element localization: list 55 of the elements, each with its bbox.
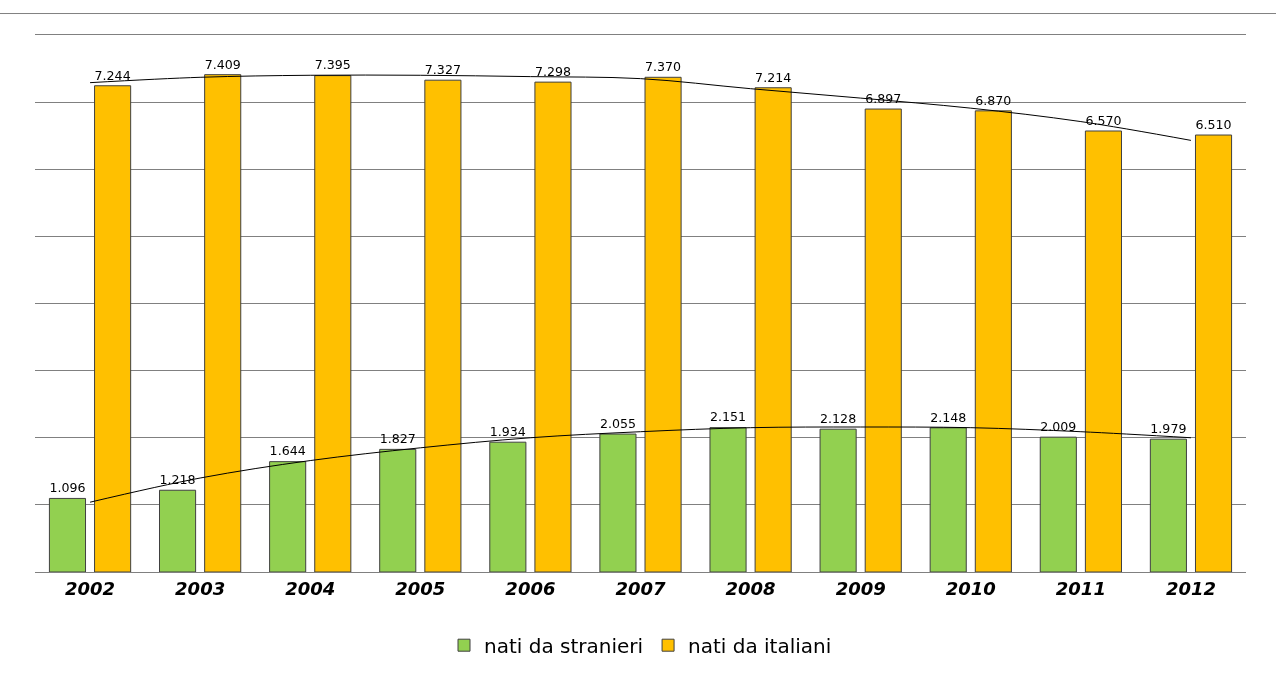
- bar: [94, 85, 132, 572]
- bar: [1084, 130, 1122, 572]
- bar: [754, 87, 792, 572]
- x-tick-label: 2006: [505, 577, 556, 599]
- x-tick-label: 2009: [835, 577, 886, 599]
- x-tick-label: 2003: [175, 577, 226, 599]
- bar: [929, 427, 967, 572]
- data-label: 2.148: [930, 409, 967, 425]
- data-label: 6.510: [1195, 116, 1232, 132]
- data-label: 1.934: [489, 424, 526, 440]
- data-label: 2.009: [1040, 419, 1077, 434]
- bar: [489, 441, 527, 572]
- data-label: 7.298: [534, 63, 572, 79]
- x-tick-label: 2007: [615, 577, 667, 599]
- bar: [204, 74, 242, 572]
- data-label: 2.128: [820, 411, 857, 427]
- bar: [159, 489, 197, 572]
- x-tick-label: 2010: [945, 577, 996, 599]
- bar: [709, 427, 747, 572]
- data-label: 2.151: [709, 409, 747, 425]
- bar: [599, 433, 637, 572]
- legend-label: nati da stranieri: [484, 634, 644, 658]
- legend-label: nati da italiani: [688, 634, 832, 658]
- x-tick-label: 2002: [65, 577, 116, 599]
- bar: [379, 448, 417, 572]
- bar: [974, 110, 1012, 572]
- bar: [48, 497, 87, 572]
- data-label: 7.327: [424, 62, 461, 78]
- bar: [819, 428, 857, 572]
- bar: [1149, 438, 1187, 572]
- data-label: 7.214: [755, 69, 792, 85]
- data-label: 7.370: [645, 59, 682, 75]
- data-label: 1.827: [379, 431, 416, 447]
- x-tick-label: 2008: [725, 577, 776, 599]
- data-label: 1.644: [269, 443, 306, 459]
- data-label: 7.244: [94, 67, 131, 83]
- bar: [424, 79, 462, 572]
- data-label: 1.979: [1150, 421, 1187, 437]
- data-label: 6.570: [1085, 112, 1122, 128]
- x-tick-label: 2005: [395, 577, 446, 599]
- bar: [269, 461, 307, 572]
- x-tick-label: 2012: [1165, 577, 1216, 599]
- bar: [534, 81, 572, 572]
- x-tick-label: 2004: [285, 577, 336, 599]
- bar: [864, 108, 902, 572]
- bar: [644, 76, 682, 572]
- data-label: 6.870: [975, 92, 1012, 108]
- bar: [1039, 436, 1077, 572]
- data-label: 7.395: [314, 57, 351, 73]
- bar: [314, 75, 352, 572]
- data-label: 2.055: [599, 415, 636, 431]
- data-label: 7.409: [204, 56, 241, 72]
- x-tick-label: 2011: [1055, 577, 1106, 599]
- data-label: 1.096: [49, 480, 86, 496]
- bar: [1194, 134, 1233, 572]
